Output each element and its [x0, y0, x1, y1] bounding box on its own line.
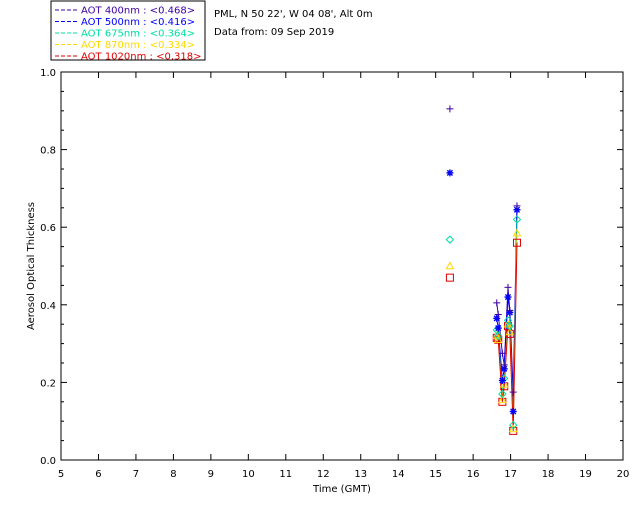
data-point-3-2 [493, 335, 503, 344]
data-point-1-4 [500, 365, 508, 373]
data-point-4-8 [512, 238, 521, 247]
data-point-1-1 [493, 314, 501, 322]
x-tick-label-7: 7 [133, 469, 139, 480]
x-tick-label-17: 17 [504, 469, 517, 480]
legend-box [50, 0, 206, 61]
x-tick-label-18: 18 [542, 469, 555, 480]
y-tick-label-0.8: 0.8 [40, 146, 56, 157]
data-point-3-8 [512, 228, 522, 237]
data-point-0-0 [446, 105, 454, 113]
data-point-2-7 [509, 420, 518, 430]
data-point-0-2 [494, 311, 502, 318]
x-tick-label-19: 19 [579, 469, 592, 480]
x-tick-label-11: 11 [279, 469, 292, 480]
data-point-0-6 [506, 307, 514, 315]
data-point-0-4 [500, 361, 508, 369]
legend-label-3: AOT 870nm : <0.334> [81, 40, 195, 51]
location-text: PML, N 50 22', W 04 08', Alt 0m [214, 9, 373, 20]
data-point-0-8 [513, 202, 521, 210]
marker-shape [512, 215, 522, 224]
x-tick-label-8: 8 [170, 469, 176, 480]
marker-shape [512, 228, 522, 237]
series-markers [445, 105, 522, 435]
x-tick-label-12: 12 [317, 469, 330, 480]
data-point-3-3 [498, 395, 507, 404]
legend-label-4: AOT 1020nm : <0.318> [81, 52, 201, 63]
marker-stroke [504, 293, 512, 301]
x-tick-label-13: 13 [354, 469, 367, 480]
data-point-1-3 [498, 376, 506, 384]
marker-stroke [501, 365, 508, 372]
marker-shape [505, 321, 515, 331]
x-tick-label-16: 16 [467, 469, 480, 480]
data-point-2-3 [498, 389, 507, 399]
legend: AOT 400nm : <0.468>AOT 500nm : <0.416>AO… [50, 0, 206, 63]
marker-stroke [495, 324, 502, 332]
x-tick-label-20: 20 [617, 469, 630, 480]
y-tick-label-1.0: 1.0 [40, 68, 56, 79]
data-point-2-6 [505, 321, 515, 331]
data-point-2-0 [445, 235, 455, 244]
data-point-3-4 [499, 379, 509, 388]
marker-shape [493, 335, 503, 344]
data-point-1-8 [513, 206, 521, 214]
x-tick-label-5: 5 [58, 469, 64, 480]
marker-shape [445, 261, 455, 270]
marker-shape [505, 327, 515, 336]
y-tick-label-0.6: 0.6 [40, 223, 56, 234]
data-point-1-2 [494, 324, 502, 332]
marker-stroke [513, 206, 521, 213]
x-tick-label-6: 6 [95, 469, 101, 480]
y-tick-label-0.0: 0.0 [40, 456, 56, 467]
data-point-0-1 [493, 299, 501, 307]
date-text: Data from: 09 Sep 2019 [214, 27, 334, 38]
data-point-2-2 [494, 331, 503, 341]
plot-frame [60, 71, 624, 461]
y-tick-label-0.4: 0.4 [40, 301, 56, 312]
marker-shape [445, 273, 454, 282]
x-tick-label-9: 9 [208, 469, 214, 480]
x-axis-title: Time (GMT) [312, 484, 371, 495]
marker-shape [494, 331, 503, 341]
marker-stroke [446, 169, 453, 176]
data-point-0-5 [504, 283, 512, 291]
marker-stroke [510, 408, 517, 415]
data-point-2-8 [512, 215, 522, 224]
marker-shape [508, 424, 518, 433]
marker-shape [498, 389, 507, 399]
marker-shape [512, 238, 521, 247]
marker-shape [499, 379, 509, 388]
data-point-3-0 [445, 261, 455, 270]
data-point-3-7 [508, 424, 518, 433]
marker-shape [503, 319, 513, 328]
data-point-0-3 [498, 349, 506, 357]
marker-shape [445, 235, 455, 244]
x-tick-label-10: 10 [242, 469, 255, 480]
x-tick-label-14: 14 [392, 469, 405, 480]
data-point-1-7 [509, 408, 517, 415]
data-point-4-0 [445, 273, 454, 282]
data-point-1-5 [504, 293, 512, 301]
y-tick-label-0.2: 0.2 [40, 378, 56, 389]
legend-label-0: AOT 400nm : <0.468> [81, 6, 195, 17]
legend-label-2: AOT 675nm : <0.364> [81, 29, 195, 40]
marker-stroke [499, 377, 506, 384]
y-axis-title: Aerosol Optical Thickness [26, 202, 37, 330]
data-point-1-0 [446, 169, 454, 177]
axis-ticks: 5 6 7 8 9 10 11 12 13 14 15 16 17 18 19 20 0.0 0.2 0.4 0.6 0… [40, 68, 629, 480]
data-point-3-6 [505, 327, 515, 336]
data-point-0-7 [509, 388, 517, 396]
data-point-3-5 [503, 319, 513, 328]
marker-shape [509, 420, 518, 430]
x-tick-label-15: 15 [429, 469, 442, 480]
legend-label-1: AOT 500nm : <0.416> [81, 17, 195, 28]
marker-shape [498, 395, 507, 404]
